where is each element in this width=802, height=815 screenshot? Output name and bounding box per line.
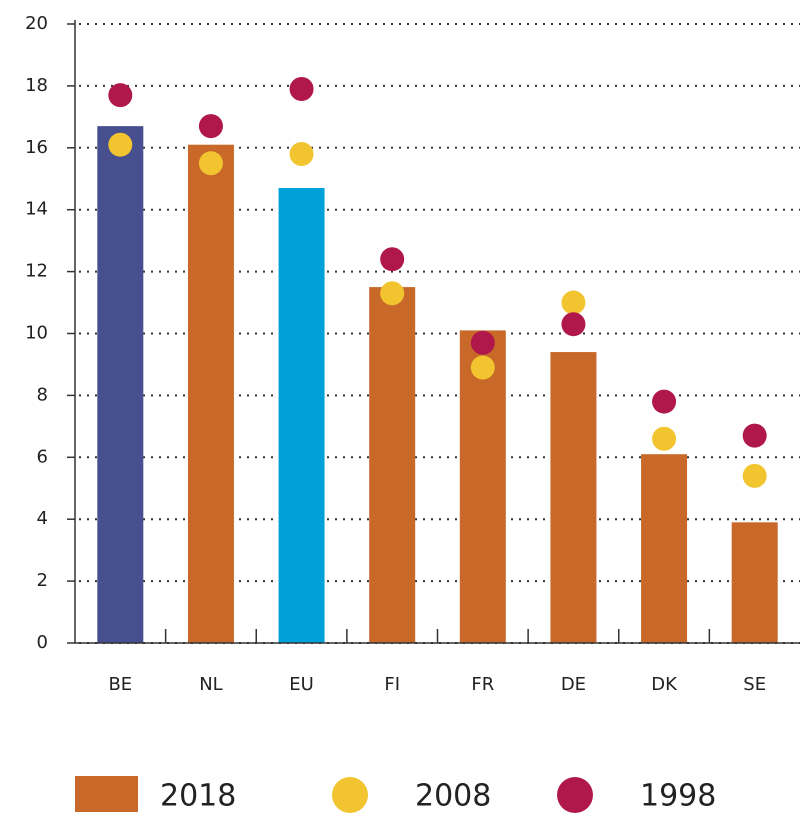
bar bbox=[187, 144, 234, 643]
x-tick-label: BE bbox=[108, 674, 132, 695]
x-tick-label: EU bbox=[289, 674, 314, 695]
legend-label: 1998 bbox=[640, 779, 716, 814]
dot bbox=[108, 83, 133, 108]
x-tick-label: NL bbox=[199, 674, 223, 695]
dot bbox=[289, 76, 314, 101]
dot bbox=[380, 247, 405, 272]
bar bbox=[459, 330, 506, 643]
x-tick-label: SE bbox=[743, 674, 766, 695]
legend-swatch bbox=[75, 776, 138, 812]
dot bbox=[380, 281, 405, 306]
dot bbox=[108, 132, 133, 157]
dot bbox=[652, 389, 677, 414]
legend-label: 2008 bbox=[415, 779, 491, 814]
x-tick-label: DE bbox=[561, 674, 586, 695]
dot bbox=[470, 355, 495, 380]
bar bbox=[369, 287, 416, 643]
legend-swatch bbox=[557, 777, 593, 813]
x-tick-label: FR bbox=[471, 674, 494, 695]
y-tick-label: 0 bbox=[37, 632, 48, 653]
y-tick-label: 2 bbox=[37, 570, 48, 591]
dot bbox=[198, 151, 223, 176]
dot bbox=[652, 426, 677, 451]
y-tick-label: 10 bbox=[25, 323, 48, 344]
x-tick-label: FI bbox=[384, 674, 400, 695]
dot bbox=[561, 312, 586, 337]
dot bbox=[470, 330, 495, 355]
y-tick-label: 12 bbox=[25, 261, 48, 282]
y-tick-label: 4 bbox=[37, 508, 48, 529]
dot bbox=[742, 463, 767, 488]
bar bbox=[278, 188, 325, 643]
y-tick-label: 20 bbox=[25, 13, 48, 34]
y-tick-label: 6 bbox=[37, 446, 48, 467]
bar bbox=[97, 126, 144, 643]
legend-label: 2018 bbox=[160, 779, 236, 814]
y-tick-label: 16 bbox=[25, 137, 48, 158]
bar bbox=[731, 522, 778, 643]
y-tick-label: 8 bbox=[37, 384, 48, 405]
bar bbox=[550, 352, 597, 643]
y-tick-label: 18 bbox=[25, 75, 48, 96]
dot bbox=[198, 114, 223, 139]
x-tick-label: DK bbox=[651, 674, 678, 695]
dot bbox=[561, 290, 586, 315]
dot bbox=[742, 423, 767, 448]
y-tick-label: 14 bbox=[25, 199, 48, 220]
bar bbox=[641, 454, 688, 643]
legend-swatch bbox=[332, 777, 368, 813]
dot bbox=[289, 141, 314, 166]
